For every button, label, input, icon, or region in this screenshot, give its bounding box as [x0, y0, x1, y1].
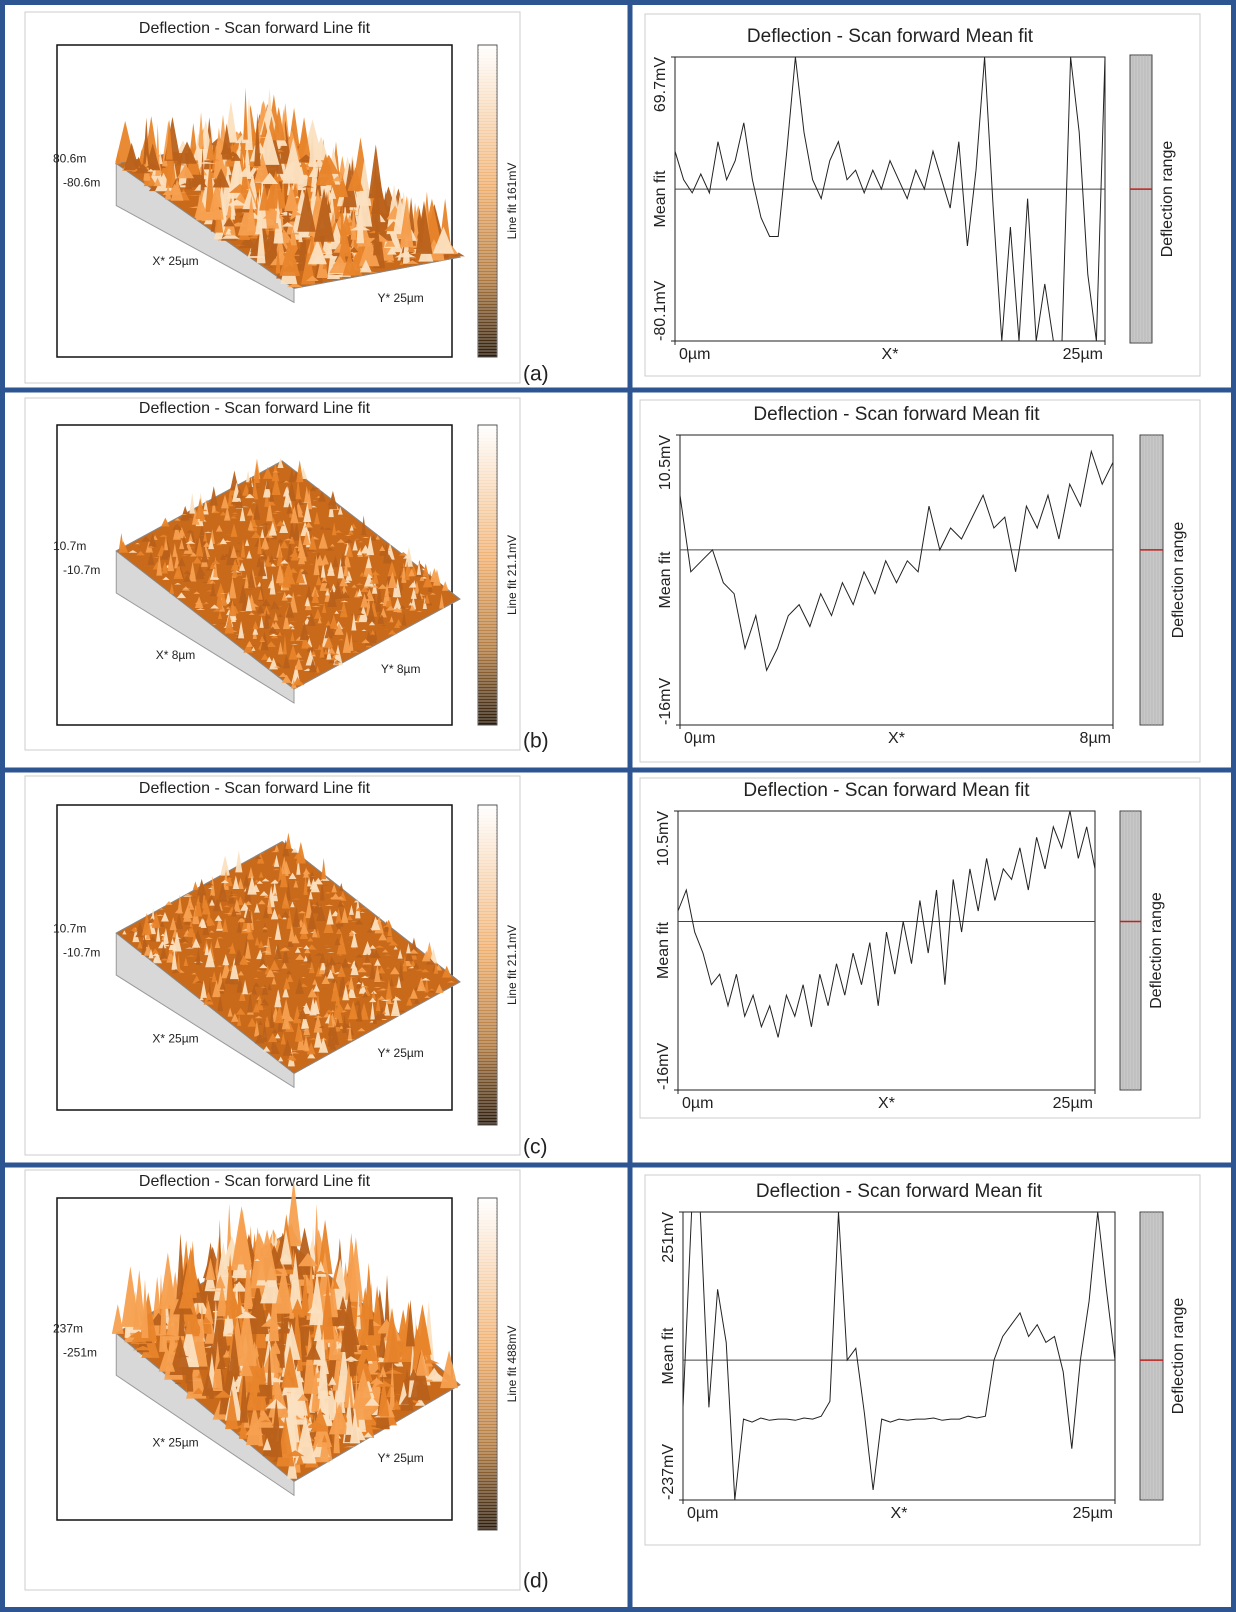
range-label: Deflection range	[1170, 522, 1187, 639]
y-tick-label: -16mV	[655, 1043, 672, 1090]
surface-title: Deflection - Scan forward Line fit	[139, 1173, 371, 1190]
chart-title: Deflection - Scan forward Mean fit	[756, 1181, 1043, 1202]
y-tick-label: 10.5mV	[657, 435, 674, 490]
panel-label: (a)	[523, 363, 549, 386]
z-bottom-label: -80.6m	[63, 176, 100, 190]
y-axis-title: Mean fit	[655, 921, 672, 978]
y-tick-label: 251mV	[660, 1212, 677, 1263]
range-label: Deflection range	[1148, 892, 1165, 1009]
x-tick-label: 8µm	[1080, 730, 1111, 747]
y-axis-label: Y* 8µm	[381, 662, 421, 676]
z-bottom-label: -10.7m	[63, 945, 100, 959]
x-axis-title: X*	[878, 1095, 895, 1112]
y-axis-title: Mean fit	[652, 170, 669, 227]
colorbar-label: Line fit 488mV	[505, 1326, 519, 1403]
x-tick-label: 0µm	[682, 1095, 713, 1112]
surface-title: Deflection - Scan forward Line fit	[139, 780, 371, 797]
x-axis-title: X*	[882, 346, 899, 363]
z-bottom-label: -10.7m	[63, 563, 100, 577]
x-tick-label: 0µm	[684, 730, 715, 747]
colorbar-label: Line fit 21.1mV	[505, 535, 519, 615]
panel-label: (c)	[523, 1136, 548, 1159]
colorbar-label: Line fit 161mV	[505, 163, 519, 240]
panel-label: (b)	[523, 730, 549, 753]
y-tick-label: 10.5mV	[655, 811, 672, 866]
y-axis-label: Y* 25µm	[378, 1046, 424, 1060]
y-tick-label: 69.7mV	[652, 57, 669, 112]
range-bar	[1140, 435, 1163, 725]
x-tick-label: 0µm	[679, 346, 710, 363]
z-bottom-label: -251m	[63, 1345, 97, 1359]
figure: Deflection - Scan forward Line fit 80.6m -…	[0, 0, 1236, 1612]
y-axis-title: Mean fit	[660, 1327, 677, 1384]
plot-area	[683, 1212, 1115, 1500]
range-bar	[1130, 55, 1152, 343]
panel-label: (d)	[523, 1570, 549, 1593]
x-axis-title: X*	[888, 730, 905, 747]
y-tick-label: -16mV	[657, 678, 674, 725]
surface-title: Deflection - Scan forward Line fit	[139, 20, 371, 37]
plot-area	[680, 435, 1113, 725]
plot-area	[678, 811, 1095, 1090]
z-top-label: 10.7m	[53, 539, 86, 553]
x-axis-label: X* 25µm	[152, 1435, 198, 1449]
range-label: Deflection range	[1170, 1298, 1187, 1415]
range-label: Deflection range	[1159, 141, 1176, 258]
x-tick-label: 25µm	[1073, 1505, 1113, 1522]
range-bar	[1140, 1212, 1163, 1500]
surface-title: Deflection - Scan forward Line fit	[139, 400, 371, 417]
x-axis-label: X* 8µm	[156, 648, 196, 662]
z-top-label: 237m	[53, 1321, 83, 1335]
colorbar-label: Line fit 21.1mV	[505, 925, 519, 1005]
z-top-label: 10.7m	[53, 921, 86, 935]
x-tick-label: 25µm	[1053, 1095, 1093, 1112]
y-axis-label: Y* 25µm	[378, 1451, 424, 1465]
y-tick-label: -80.1mV	[652, 280, 669, 341]
x-axis-label: X* 25µm	[152, 254, 198, 268]
x-axis-title: X*	[891, 1505, 908, 1522]
y-axis-title: Mean fit	[657, 551, 674, 608]
x-tick-label: 25µm	[1063, 346, 1103, 363]
y-axis-label: Y* 25µm	[378, 291, 424, 305]
chart-title: Deflection - Scan forward Mean fit	[747, 26, 1034, 47]
plot-area	[675, 57, 1105, 341]
z-top-label: 80.6m	[53, 152, 86, 166]
y-tick-label: -237mV	[660, 1444, 677, 1500]
x-tick-label: 0µm	[687, 1505, 718, 1522]
chart-title: Deflection - Scan forward Mean fit	[753, 404, 1040, 425]
chart-title: Deflection - Scan forward Mean fit	[743, 780, 1030, 801]
x-axis-label: X* 25µm	[152, 1031, 198, 1045]
